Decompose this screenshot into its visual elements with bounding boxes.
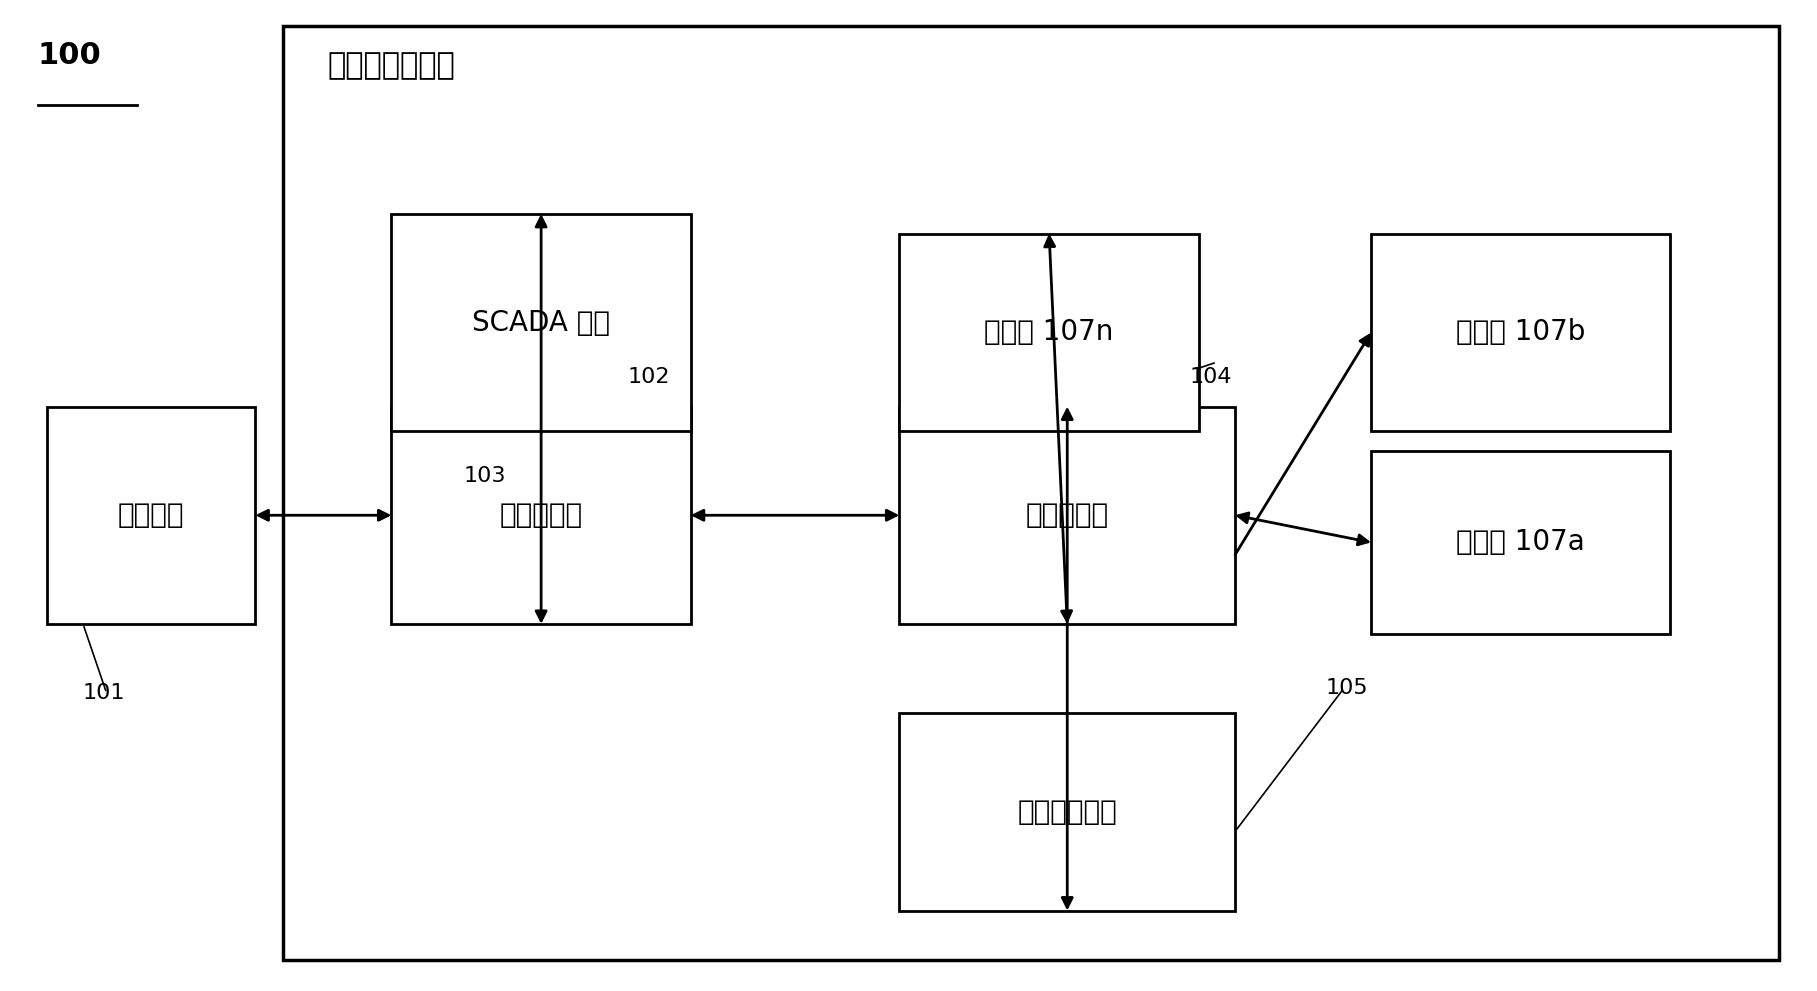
Text: 客户端 107b: 客户端 107b [1455, 318, 1586, 347]
Bar [283, 26, 1779, 960]
Text: 通信服务器: 通信服务器 [500, 501, 583, 529]
Text: SCADA 系统: SCADA 系统 [472, 308, 611, 337]
Bar [899, 406, 1236, 624]
Text: 数据库服务器: 数据库服务器 [1018, 798, 1117, 826]
Text: 101: 101 [84, 683, 125, 704]
Text: 客户端 107n: 客户端 107n [985, 318, 1114, 347]
Bar [391, 214, 690, 431]
Bar [1372, 451, 1670, 634]
Bar [47, 406, 256, 624]
Bar [391, 406, 690, 624]
Text: 供电企业局域网: 供电企业局域网 [327, 51, 456, 80]
Text: 105: 105 [1326, 678, 1368, 699]
Text: 客户端 107a: 客户端 107a [1457, 528, 1584, 556]
Text: 102: 102 [627, 367, 670, 386]
Text: 104: 104 [1190, 367, 1232, 386]
Text: 管理中心: 管理中心 [118, 501, 184, 529]
Bar [899, 713, 1236, 911]
Text: 中心服务器: 中心服务器 [1025, 501, 1108, 529]
Bar [1372, 234, 1670, 431]
Bar [899, 234, 1199, 431]
Text: 100: 100 [38, 41, 102, 70]
Text: 103: 103 [463, 466, 507, 486]
